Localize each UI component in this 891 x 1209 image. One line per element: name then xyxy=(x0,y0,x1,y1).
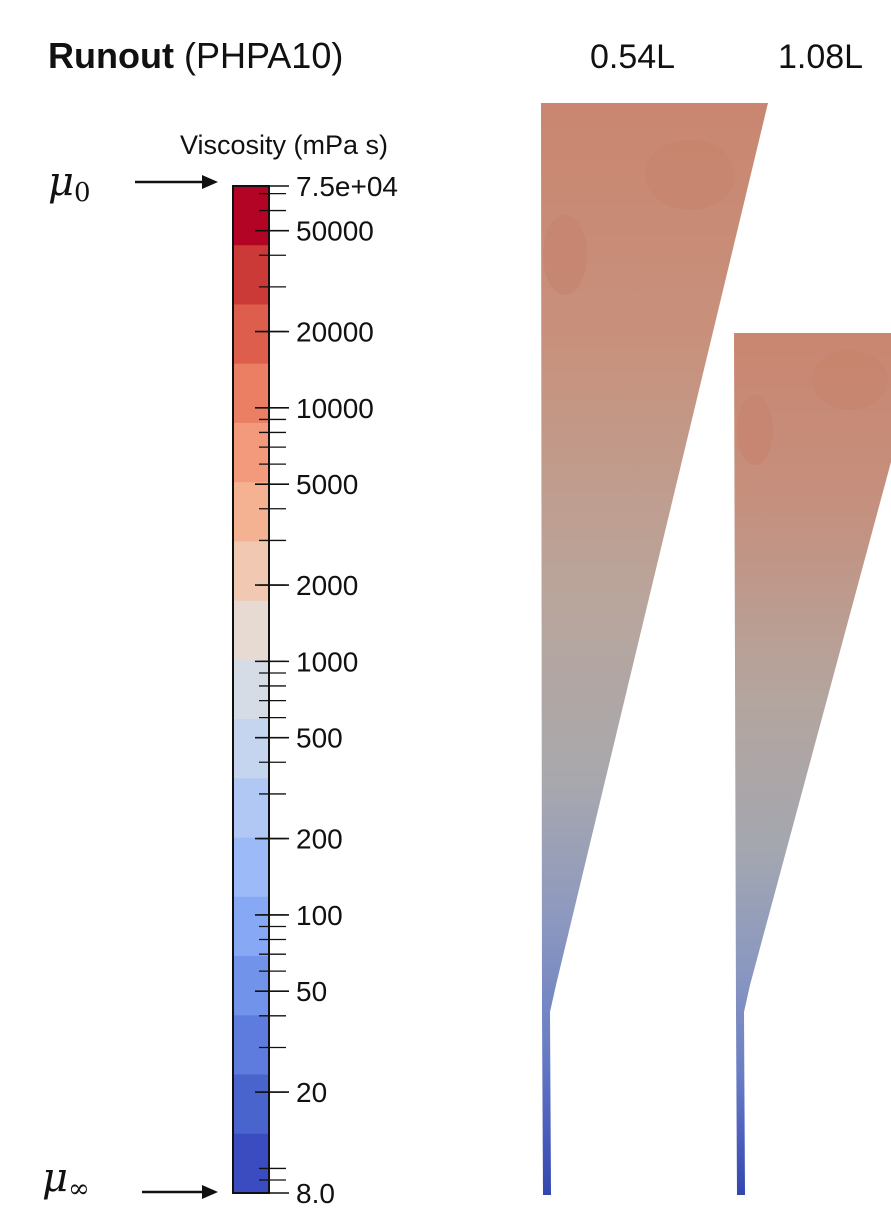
runout-panel-1-08l xyxy=(734,333,891,1195)
column-label-1-08l: 1.08L xyxy=(778,38,864,76)
mu-infinity-label: μ∞ xyxy=(42,1158,90,1202)
colorbar-tick-label: 5000 xyxy=(296,469,358,500)
colorbar-band xyxy=(233,186,269,246)
figure-title-rest: (PHPA10) xyxy=(173,35,344,76)
colorbar-tick-label: 2000 xyxy=(296,570,358,601)
colorbar-frame xyxy=(232,185,270,1194)
runout-wedge-0-54l xyxy=(541,103,768,1195)
colorbar-band xyxy=(233,1133,269,1194)
colorbar-band xyxy=(233,541,269,602)
wedge-patch-0-54l xyxy=(645,140,735,210)
mu-zero-label: μ0 xyxy=(48,162,91,206)
colorbar-band xyxy=(233,482,269,543)
mu-zero-subscript: 0 xyxy=(74,178,91,208)
colorbar-tick-label: 500 xyxy=(296,723,343,754)
wedge-patch-0-54l xyxy=(543,215,587,295)
figure-title: Runout (PHPA10) xyxy=(48,38,343,74)
colorbar-tick-label: 1000 xyxy=(296,646,358,677)
colorbar-band xyxy=(233,837,269,898)
mu-infinity-subscript: ∞ xyxy=(68,1174,90,1204)
colorbar-band xyxy=(233,600,269,661)
colorbar-tick-label: 7.5e+04 xyxy=(296,171,398,202)
mu-zero-arrow xyxy=(135,175,218,189)
mu-infinity-symbol: μ xyxy=(42,1155,68,1201)
wedge-patch-1-08l xyxy=(737,395,773,465)
colorbar-tick-label: 8.0 xyxy=(296,1178,335,1209)
colorbar-ticks: 7.5e+04 50000 20000 10000 5000 2000 1000 500 200… xyxy=(255,171,398,1209)
colorbar-tick-label: 50000 xyxy=(296,216,374,247)
colorbar-tick-label: 20 xyxy=(296,1077,327,1108)
colorbar-tick-label: 100 xyxy=(296,900,343,931)
figure-title-bold: Runout xyxy=(48,35,174,76)
mu-infinity-arrow xyxy=(142,1185,218,1199)
mu-zero-symbol: μ xyxy=(48,159,74,205)
colorbar-title: Viscosity (mPa s) xyxy=(180,130,389,160)
column-label-0-54l: 0.54L xyxy=(590,38,676,76)
colorbar-band xyxy=(233,719,269,779)
colorbar-band xyxy=(233,1015,269,1076)
wedge-patch-1-08l xyxy=(812,350,888,410)
colorbar-tick-label: 10000 xyxy=(296,393,374,424)
colorbar-band xyxy=(233,304,269,365)
colorbar-band xyxy=(233,245,269,306)
colorbar-band xyxy=(233,363,269,424)
colorbar-tick-label: 200 xyxy=(296,824,343,855)
colorbar-band xyxy=(233,659,269,720)
colorbar-tick-label: 50 xyxy=(296,976,327,1007)
colorbar-bands xyxy=(233,186,269,1194)
colorbar-band xyxy=(233,778,269,839)
colorbar-band xyxy=(233,1074,269,1135)
colorbar-tick-label: 20000 xyxy=(296,317,374,348)
runout-panel-0-54l xyxy=(541,103,768,1195)
runout-wedge-1-08l xyxy=(734,333,891,1195)
colorbar-band xyxy=(233,956,269,1016)
